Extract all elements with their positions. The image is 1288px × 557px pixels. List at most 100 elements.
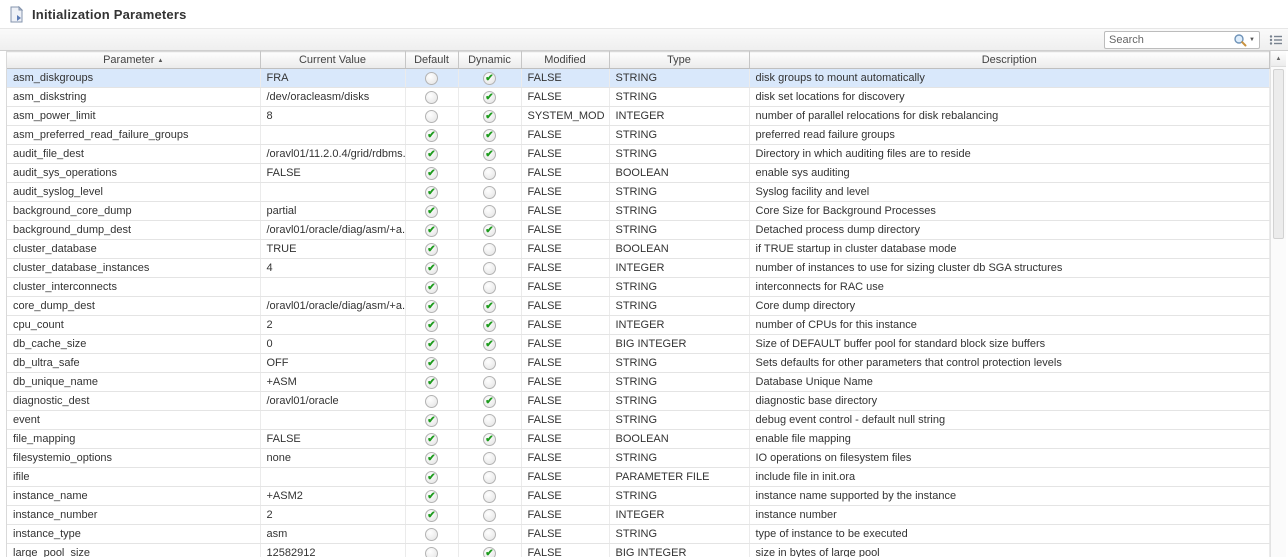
unchecked-circle-icon [483, 185, 496, 199]
column-header-default[interactable]: Default [405, 51, 459, 69]
table-row[interactable]: cluster_interconnects ✔ FALSE STRING interco… [7, 277, 1270, 297]
cell-type: BOOLEAN [609, 239, 750, 259]
table-row[interactable]: core_dump_dest/oravl01/oracle/diag/asm/+… [7, 296, 1270, 316]
cell-default: ✔ [405, 486, 459, 506]
cell-modified: FALSE [521, 87, 610, 107]
cell-dynamic: ✔ [458, 391, 522, 411]
table-row[interactable]: audit_file_dest/oravl01/11.2.0.4/grid/rd… [7, 144, 1270, 164]
cell-description: number of CPUs for this instance [749, 315, 1270, 335]
cell-modified: FALSE [521, 372, 610, 392]
column-header-label: Type [667, 54, 691, 66]
check-icon: ✔ [425, 489, 438, 503]
cell-dynamic: ✔ [458, 543, 522, 557]
table-row[interactable]: asm_diskstring/dev/oracleasm/disks ✔ FALSE… [7, 87, 1270, 107]
cell-modified: FALSE [521, 68, 610, 88]
cell-parameter: audit_syslog_level [7, 182, 261, 202]
cell-modified: FALSE [521, 277, 610, 297]
table-row[interactable]: cluster_database TRUE ✔ FALSE BOOLEAN if TRUE… [7, 239, 1270, 259]
column-header-label: Parameter [103, 54, 155, 66]
cell-current_value [260, 182, 406, 202]
check-icon: ✔ [483, 90, 496, 104]
table-row[interactable]: cpu_count 2 ✔ ✔ FALSE INTEGER number of CPUs f… [7, 315, 1270, 335]
page-title: Initialization Parameters [32, 6, 187, 22]
column-header-current_value[interactable]: Current Value [260, 51, 406, 69]
table-row[interactable]: db_cache_size 0 ✔ ✔ FALSE BIG INTEGER Size of … [7, 334, 1270, 354]
cell-default: ✔ [405, 296, 459, 316]
column-header-description[interactable]: Description [749, 51, 1270, 69]
table-row[interactable]: background_core_dump partial ✔ FALSE STRING C… [7, 201, 1270, 221]
cell-dynamic [458, 486, 522, 506]
cell-description: number of instances to use for sizing cl… [749, 258, 1270, 278]
cell-current_value: +ASM [260, 372, 406, 392]
cell-type: STRING [609, 68, 750, 88]
check-icon: ✔ [425, 204, 438, 218]
check-icon: ✔ [483, 128, 496, 142]
cell-current_value: /oravl01/oracle/diag/asm/+a... [260, 220, 406, 240]
table-row[interactable]: asm_preferred_read_failure_groups ✔ ✔ FALSE… [7, 125, 1270, 145]
table-row[interactable]: instance_number 2 ✔ FALSE INTEGER instance nu… [7, 505, 1270, 525]
cell-dynamic: ✔ [458, 144, 522, 164]
table-row[interactable]: db_unique_name +ASM ✔ FALSE STRING Database U… [7, 372, 1270, 392]
cell-dynamic: ✔ [458, 334, 522, 354]
table-row[interactable]: filesystemio_options none ✔ FALSE STRING IO o… [7, 448, 1270, 468]
table-row[interactable]: ifile ✔ FALSE PARAMETER FILE include file in… [7, 467, 1270, 487]
search-box[interactable]: ▼ [1104, 30, 1260, 49]
table-row[interactable]: file_mapping FALSE ✔ ✔ FALSE BOOLEAN enable fi… [7, 429, 1270, 449]
cell-dynamic [458, 372, 522, 392]
table-row[interactable]: instance_type asm FALSE STRING type of insta… [7, 524, 1270, 544]
cell-type: STRING [609, 125, 750, 145]
column-header-dynamic[interactable]: Dynamic [458, 51, 522, 69]
table-row[interactable]: background_dump_dest/oravl01/oracle/diag… [7, 220, 1270, 240]
table-row[interactable]: db_ultra_safe OFF ✔ FALSE STRING Sets default… [7, 353, 1270, 373]
column-header-parameter[interactable]: Parameter ▲ [7, 51, 261, 69]
cell-type: STRING [609, 220, 750, 240]
cell-parameter: filesystemio_options [7, 448, 261, 468]
table-row[interactable]: audit_sys_operations FALSE ✔ FALSE BOOLEAN en… [7, 163, 1270, 183]
cell-modified: FALSE [521, 524, 610, 544]
toolbar: ▼ [0, 28, 1288, 51]
search-input[interactable] [1105, 33, 1234, 46]
cell-type: BOOLEAN [609, 429, 750, 449]
column-header-label: Description [981, 54, 1037, 66]
check-icon: ✔ [425, 432, 438, 446]
unchecked-circle-icon [483, 280, 496, 294]
cell-description: Detached process dump directory [749, 220, 1270, 240]
scrollbar-up-arrow[interactable]: ▲ [1271, 51, 1286, 67]
cell-default: ✔ [405, 372, 459, 392]
column-header-modified[interactable]: Modified [521, 51, 610, 69]
table-row[interactable]: cluster_database_instances 4 ✔ FALSE INTEGER… [7, 258, 1270, 278]
cell-description: Size of DEFAULT buffer pool for standard… [749, 334, 1270, 354]
column-header-type[interactable]: Type [609, 51, 750, 69]
check-icon: ✔ [425, 223, 438, 237]
vertical-scrollbar[interactable]: ▲ [1270, 51, 1286, 557]
check-icon: ✔ [483, 71, 496, 85]
scrollbar-thumb[interactable] [1273, 69, 1284, 239]
table-row[interactable]: event ✔ FALSE STRING debug event control - d… [7, 410, 1270, 430]
cell-description: enable file mapping [749, 429, 1270, 449]
cell-description: Database Unique Name [749, 372, 1270, 392]
search-icon[interactable] [1233, 33, 1247, 47]
table-row[interactable]: instance_name +ASM2 ✔ FALSE STRING instance n… [7, 486, 1270, 506]
cell-modified: FALSE [521, 334, 610, 354]
cell-type: STRING [609, 486, 750, 506]
cell-dynamic: ✔ [458, 220, 522, 240]
table-row[interactable]: large_pool_size 12582912 ✔ FALSE BIG INTEGER… [7, 543, 1270, 557]
cell-default [405, 87, 459, 107]
table-row[interactable]: asm_power_limit 8 ✔ SYSTEM_MOD INTEGER number… [7, 106, 1270, 126]
table-row[interactable]: diagnostic_dest/oravl01/oracle ✔ FALSE STRI… [7, 391, 1270, 411]
cell-current_value: FRA [260, 68, 406, 88]
table-row[interactable]: audit_syslog_level ✔ FALSE STRING Syslog fac… [7, 182, 1270, 202]
column-options-icon[interactable] [1268, 33, 1284, 47]
cell-parameter: db_ultra_safe [7, 353, 261, 373]
table-row[interactable]: asm_diskgroups FRA ✔ FALSE STRING disk groups… [7, 68, 1270, 88]
cell-dynamic [458, 163, 522, 183]
cell-parameter: ifile [7, 467, 261, 487]
cell-modified: FALSE [521, 448, 610, 468]
check-icon: ✔ [425, 356, 438, 370]
unchecked-circle-icon [425, 71, 438, 85]
search-dropdown-icon[interactable]: ▼ [1249, 36, 1255, 43]
cell-modified: FALSE [521, 353, 610, 373]
cell-modified: FALSE [521, 296, 610, 316]
cell-default [405, 543, 459, 557]
unchecked-circle-icon [425, 109, 438, 123]
